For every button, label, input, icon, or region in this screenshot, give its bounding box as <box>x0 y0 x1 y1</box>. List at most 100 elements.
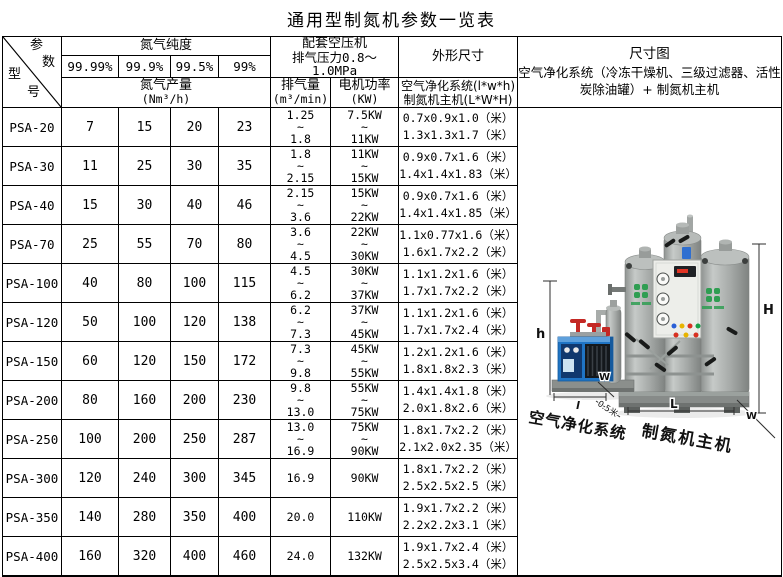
power-value-cell: 30KW ~ 37KW <box>330 263 400 303</box>
power-value-cell: 7.5KW ~ 11KW <box>330 107 400 147</box>
output-value-cell: 250 <box>170 419 219 459</box>
dimensions-value-cell: 1.1x0.77x1.6（米） 1.6x1.7x2.2（米） <box>398 224 519 264</box>
dimensions-value-cell: 1.9x1.7x2.2（米） 2.2x2.2x3.1（米） <box>398 497 519 537</box>
dimensions-value-cell: 1.4x1.4x1.8（米） 2.0x1.8x2.6（米） <box>398 380 519 420</box>
model-cell: PSA-70 <box>2 224 62 264</box>
output-value-cell: 80 <box>61 380 119 420</box>
exhaust-header-cell: 排气量 (m³/min) <box>270 77 332 108</box>
brand-logo-right <box>702 287 725 309</box>
dimensions-value-cell: 0.9x0.7x1.6（米） 1.4x1.4x1.83（米） <box>398 146 519 186</box>
output-value-cell: 35 <box>217 146 272 186</box>
exhaust-value-cell: 6.2 ~ 7.3 <box>270 302 332 342</box>
output-value-cell: 40 <box>170 185 219 225</box>
dimensions-value-cell: 1.2x1.2x1.6（米） 1.8x1.8x2.3（米） <box>398 341 519 381</box>
motor-header-cell: 电机功率 (KW) <box>330 77 400 108</box>
compressor-header-line1: 配套空压机 <box>302 36 368 51</box>
power-value-cell: 15KW ~ 22KW <box>330 185 400 225</box>
spec-row-PSA-300: PSA-300 120 240 300 345 16.9 90KW 1.8x1.7x2.2（米… <box>2 458 782 498</box>
spec-row-PSA-30: PSA-30 11 25 30 35 1.8 ~ 2.15 11KW ~ 15KW 0.9x0… <box>2 146 782 186</box>
diagonal-divider <box>3 37 61 107</box>
corner-label-param-2: 数 <box>42 55 56 70</box>
corner-label-param-1: 参 <box>30 38 44 53</box>
nitrogen-generator-spec-table: 参 数 型 号 氮气纯度 配套空压机 排气压力0.8～1.0MPa 外形尺寸 尺… <box>2 35 783 577</box>
dimensions-header-cell: 外形尺寸 <box>398 36 519 78</box>
model-cell: PSA-300 <box>2 458 62 498</box>
spec-row-PSA-70: PSA-70 25 55 70 80 3.6 ~ 4.5 22KW ~ 30KW 1.1x0.… <box>2 224 782 264</box>
output-header-line2: (Nm³/h) <box>141 92 191 106</box>
corner-label-model-1: 型 <box>8 67 22 82</box>
label-nitrogen-main-unit: 制氮机主机 <box>640 420 735 456</box>
output-value-cell: 40 <box>61 263 119 303</box>
output-value-cell: 7 <box>61 107 119 147</box>
output-value-cell: 200 <box>118 419 171 459</box>
output-value-cell: 15 <box>61 185 119 225</box>
exhaust-value-cell: 24.0 <box>270 536 332 577</box>
output-value-cell: 80 <box>217 224 272 264</box>
output-value-cell: 115 <box>217 263 272 303</box>
piping-and-valves <box>608 234 738 375</box>
dim-label-w-right: W <box>746 411 757 422</box>
dimensions-value-cell: 1.8x1.7x2.2（米） 2.5x2.5x2.5（米） <box>398 458 519 498</box>
output-value-cell: 345 <box>217 458 272 498</box>
dim-label-h: h <box>536 327 545 342</box>
exhaust-value-cell: 4.5 ~ 6.2 <box>270 263 332 303</box>
dimension-diagram: h H l L W W 0.5米 空气净化系统 制氮机主机 <box>527 214 776 456</box>
model-cell: PSA-400 <box>2 536 62 577</box>
output-value-cell: 287 <box>217 419 272 459</box>
output-value-cell: 150 <box>170 341 219 381</box>
diagram-title: 尺寸图 <box>629 45 670 62</box>
output-value-cell: 240 <box>118 458 171 498</box>
output-value-cell: 350 <box>170 497 219 537</box>
output-value-cell: 160 <box>118 380 171 420</box>
exhaust-value-cell: 3.6 ~ 4.5 <box>270 224 332 264</box>
output-value-cell: 140 <box>61 497 119 537</box>
output-value-cell: 230 <box>217 380 272 420</box>
dimensions-value-cell: 0.9x0.7x1.6（米） 1.4x1.4x1.85（米） <box>398 185 519 225</box>
model-cell: PSA-150 <box>2 341 62 381</box>
dim-label-H: H <box>763 303 774 318</box>
model-cell: PSA-40 <box>2 185 62 225</box>
output-value-cell: 460 <box>217 536 272 577</box>
exhaust-value-cell: 1.8 ~ 2.15 <box>270 146 332 186</box>
dims-sub-header-cell: 空气净化系统(l*w*h) 制氮机主机(L*W*H) <box>398 77 519 108</box>
exhaust-value-cell: 9.8 ~ 13.0 <box>270 380 332 420</box>
power-value-cell: 110KW <box>330 497 400 537</box>
output-value-cell: 70 <box>170 224 219 264</box>
exhaust-value-cell: 1.25 ~ 1.8 <box>270 107 332 147</box>
output-value-cell: 138 <box>217 302 272 342</box>
output-value-cell: 30 <box>118 185 171 225</box>
dims-sub-line2: 制氮机主机(L*W*H) <box>403 92 513 107</box>
spec-row-PSA-100: PSA-100 40 80 100 115 4.5 ~ 6.2 30KW ~ 37KW 1.1… <box>2 263 782 303</box>
dimensions-value-cell: 1.9x1.7x2.4（米） 2.5x2.5x3.4（米） <box>398 536 519 577</box>
output-value-cell: 200 <box>170 380 219 420</box>
dim-label-L: L <box>670 397 678 411</box>
spec-row-PSA-350: PSA-350 140 280 350 400 20.0 110KW 1.9x1.7x2.2（… <box>2 497 782 537</box>
output-value-cell: 400 <box>217 497 272 537</box>
exhaust-header-line2: (m³/min) <box>272 92 329 106</box>
spec-row-PSA-250: PSA-250 100 200 250 287 13.0 ~ 16.9 75KW ~ 90K… <box>2 419 782 459</box>
output-value-cell: 25 <box>118 146 171 186</box>
power-value-cell: 22KW ~ 30KW <box>330 224 400 264</box>
output-value-cell: 400 <box>170 536 219 577</box>
output-header-line1: 氮气产量 <box>140 78 193 93</box>
power-value-cell: 45KW ~ 55KW <box>330 341 400 381</box>
model-cell: PSA-30 <box>2 146 62 186</box>
output-value-cell: 160 <box>61 536 119 577</box>
power-value-cell: 37KW ~ 45KW <box>330 302 400 342</box>
output-value-cell: 100 <box>118 302 171 342</box>
output-value-cell: 120 <box>61 458 119 498</box>
output-value-cell: 30 <box>170 146 219 186</box>
output-value-cell: 80 <box>118 263 171 303</box>
machine-photo <box>546 214 755 418</box>
motor-header-line1: 电机功率 <box>338 78 391 93</box>
diagram-subtitle: 空气净化系统（冷冻干燥机、三级过滤器、活性炭除油罐）+ 制氮机主机 <box>518 64 781 97</box>
output-value-cell: 300 <box>170 458 219 498</box>
model-cell: PSA-20 <box>2 107 62 147</box>
exhaust-value-cell: 20.0 <box>270 497 332 537</box>
purity-level-cell: 99.9% <box>118 55 171 78</box>
output-value-cell: 100 <box>170 263 219 303</box>
power-value-cell: 55KW ~ 75KW <box>330 380 400 420</box>
page-title: 通用型制氮机参数一览表 <box>287 11 496 31</box>
output-value-cell: 320 <box>118 536 171 577</box>
